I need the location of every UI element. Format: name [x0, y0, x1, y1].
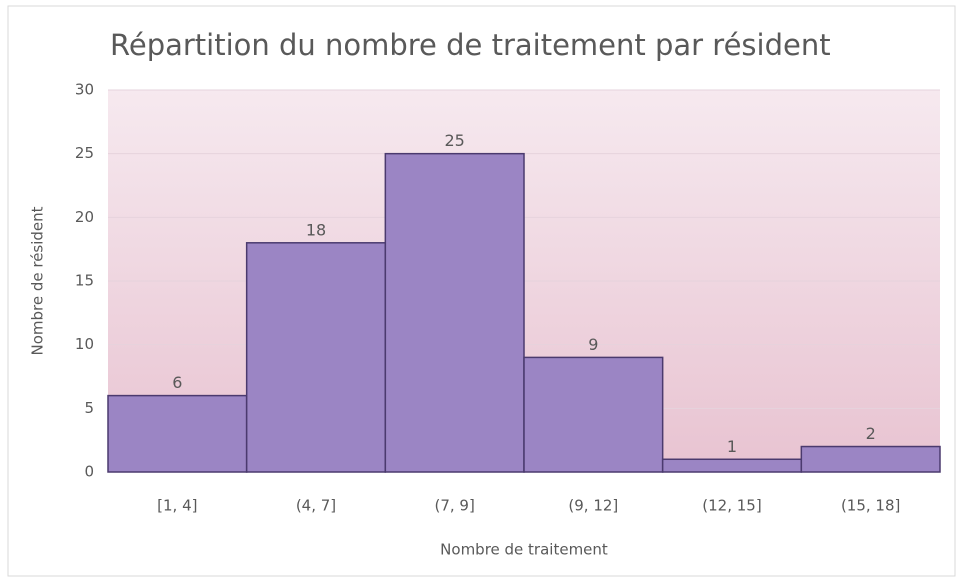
bar	[523, 356, 664, 473]
y-tick-label: 20	[75, 208, 94, 226]
bar	[384, 152, 525, 473]
bar	[245, 242, 387, 473]
data-label: 6	[172, 373, 182, 392]
y-tick-label: 5	[84, 399, 94, 417]
x-tick-label: (9, 12]	[568, 497, 618, 515]
data-label: 18	[306, 220, 326, 239]
data-label: 2	[866, 424, 876, 443]
y-tick-label: 15	[75, 272, 94, 290]
bar	[800, 445, 941, 473]
y-tick-label: 10	[75, 335, 94, 353]
bar	[107, 394, 248, 473]
x-tick-label: (7, 9]	[435, 497, 475, 515]
x-tick-label: (12, 15]	[702, 497, 761, 515]
y-tick-label: 25	[75, 144, 94, 162]
y-tick-label: 30	[75, 81, 94, 99]
y-axis-label: Nombre de résident	[29, 206, 47, 355]
data-label: 1	[727, 437, 737, 456]
x-tick-label: (15, 18]	[841, 497, 900, 515]
y-tick-label: 0	[84, 463, 94, 481]
x-tick-label: (4, 7]	[296, 497, 336, 515]
bar	[661, 458, 803, 473]
chart-title: Répartition du nombre de traitement par …	[110, 28, 831, 62]
data-label: 9	[588, 335, 598, 354]
data-label: 25	[444, 131, 464, 150]
x-tick-label: [1, 4]	[157, 497, 197, 515]
x-axis-label: Nombre de traitement	[440, 541, 608, 559]
